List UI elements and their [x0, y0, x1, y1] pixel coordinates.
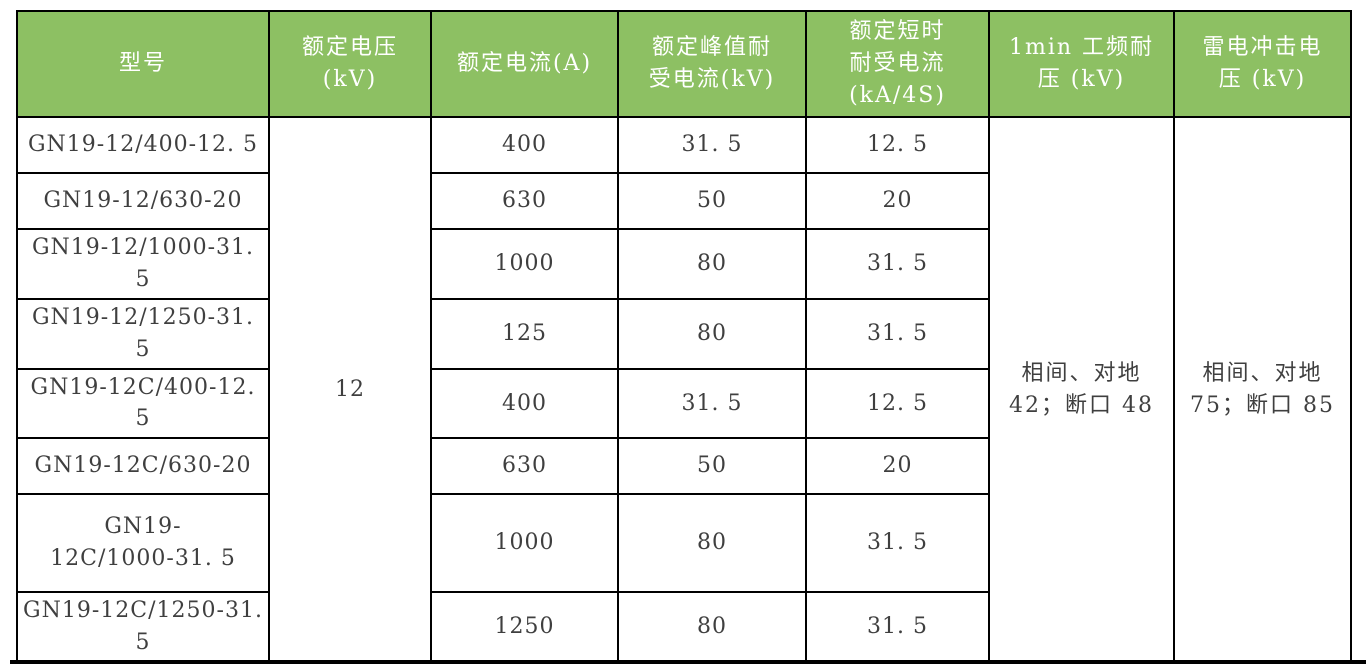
current-cell: 1250 [430, 591, 619, 664]
column-header-model: 型号 [16, 10, 270, 118]
model-cell: GN19-12/400-12. 5 [16, 116, 270, 174]
table-row: GN19-12C/400-12. 5 400 31. 5 12. 5 [16, 367, 1351, 440]
current-cell: 125 [430, 297, 619, 370]
page: 型号 额定电压 (kV) 额定电流(A) 额定峰值耐 受电流(kV) 额定短时 … [0, 10, 1366, 664]
column-header-peak-withstand-current: 额定峰值耐 受电流(kV) [617, 10, 807, 118]
column-header-short-time-withstand-current: 额定短时 耐受电流 (kA/4S) [805, 10, 990, 118]
column-header-rated-voltage: 额定电压 (kV) [268, 10, 432, 118]
table-row: GN19-12/1000-31. 5 1000 80 31. 5 [16, 228, 1351, 300]
table-row: GN19-12/400-12. 5 12 400 31. 5 12. 5 相间、… [16, 115, 1352, 664]
peak-cell: 80 [617, 591, 807, 664]
column-header-power-frequency-withstand-voltage: 1min 工频耐 压 (kV) [988, 10, 1175, 118]
current-cell: 1000 [430, 228, 619, 300]
model-cell: GN19-12/630-20 [16, 172, 270, 230]
short-time-cell: 31. 5 [805, 228, 990, 300]
peak-cell: 50 [617, 437, 807, 496]
current-cell: 400 [430, 367, 619, 440]
short-time-cell: 20 [805, 437, 990, 496]
current-cell: 630 [430, 437, 619, 496]
rated-voltage-merged-cell: 12 [268, 115, 432, 664]
peak-cell: 80 [617, 228, 807, 300]
table-row: GN19-12/630-20 630 50 20 [16, 172, 1351, 230]
short-time-cell: 31. 5 [805, 297, 990, 370]
table-bottom-rule [10, 660, 1366, 664]
short-time-cell: 12. 5 [805, 367, 990, 440]
peak-cell: 31. 5 [617, 367, 807, 440]
peak-cell: 80 [617, 297, 807, 370]
table-row: GN19-12/1250-31. 5 125 80 31. 5 [16, 297, 1351, 370]
power-frequency-withstand-merged-cell: 相间、对地 42；断口 48 [988, 115, 1175, 664]
table-row: GN19-12C/630-20 630 50 20 [16, 437, 1351, 496]
short-time-cell: 31. 5 [805, 493, 990, 594]
current-cell: 1000 [430, 493, 619, 594]
column-header-rated-current: 额定电流(A) [430, 10, 619, 118]
peak-cell: 80 [617, 493, 807, 594]
spec-table: 型号 额定电压 (kV) 额定电流(A) 额定峰值耐 受电流(kV) 额定短时 … [16, 10, 1352, 664]
current-cell: 400 [430, 116, 619, 174]
column-header-lightning-impulse-voltage: 雷电冲击电 压 (kV) [1173, 10, 1352, 118]
model-cell: GN19-12C/400-12. 5 [16, 367, 270, 440]
peak-cell: 50 [617, 172, 807, 230]
short-time-cell: 20 [805, 172, 990, 230]
model-cell: GN19-12C/630-20 [16, 437, 270, 496]
peak-cell: 31. 5 [617, 116, 807, 174]
header-row: 型号 额定电压 (kV) 额定电流(A) 额定峰值耐 受电流(kV) 额定短时 … [16, 10, 1352, 118]
current-cell: 630 [430, 172, 619, 230]
model-cell: GN19-12/1000-31. 5 [16, 228, 270, 300]
short-time-cell: 31. 5 [805, 591, 990, 664]
model-cell: GN19- 12C/1000-31. 5 [16, 493, 270, 594]
lightning-impulse-merged-cell: 相间、对地 75；断口 85 [1173, 115, 1352, 664]
model-cell: GN19-12/1250-31. 5 [16, 297, 270, 370]
table-row: GN19- 12C/1000-31. 5 1000 80 31. 5 [16, 493, 1351, 594]
model-cell: GN19-12C/1250-31. 5 [16, 591, 270, 664]
short-time-cell: 12. 5 [805, 116, 990, 174]
